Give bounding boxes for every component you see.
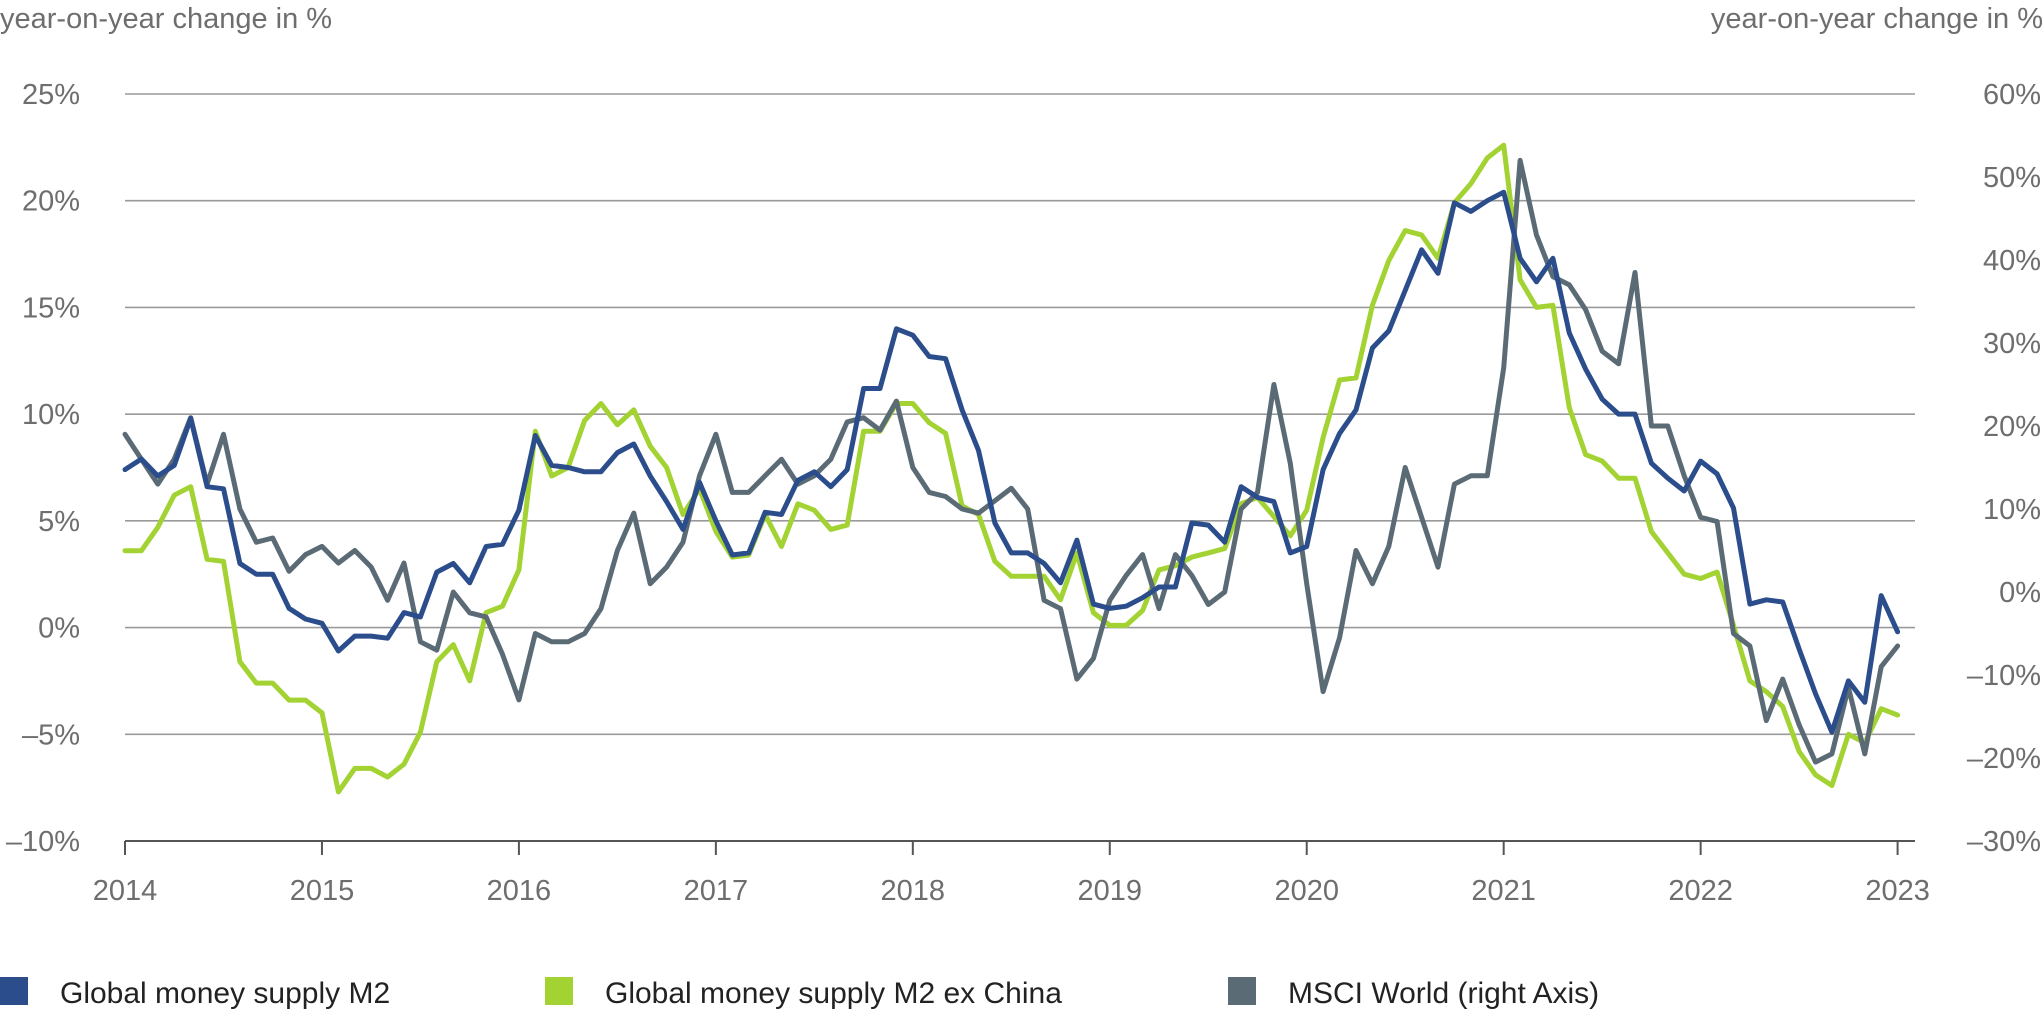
legend-swatch bbox=[1228, 977, 1256, 1005]
y-left-tick-label: –5% bbox=[22, 719, 80, 751]
series-line bbox=[122, 189, 1901, 735]
series-lines bbox=[122, 142, 1901, 795]
x-tick-label: 2021 bbox=[1471, 875, 1536, 907]
y-right-tick-label: –30% bbox=[1967, 826, 2041, 858]
x-tick-label: 2017 bbox=[684, 875, 749, 907]
y-right-tick-label: 50% bbox=[1983, 162, 2041, 194]
legend: Global money supply M2 Global money suppl… bbox=[0, 977, 1599, 1010]
x-tick-label: 2023 bbox=[1865, 875, 1930, 907]
gridlines bbox=[125, 93, 1915, 842]
y-left-tick-label: 5% bbox=[38, 506, 80, 538]
y-right-tick-label: 10% bbox=[1983, 494, 2041, 526]
y-right-axis-title: year-on-year change in % bbox=[1711, 3, 2043, 35]
y-right-tick-labels: 60% 50% 40% 30% 20% 10% 0% –10% –20% –30% bbox=[1967, 79, 2041, 858]
x-tick-label: 2022 bbox=[1668, 875, 1733, 907]
y-right-tick-label: 60% bbox=[1983, 79, 2041, 111]
legend-swatch bbox=[0, 977, 28, 1005]
y-right-tick-label: –20% bbox=[1967, 743, 2041, 775]
x-tick-label: 2019 bbox=[1078, 875, 1143, 907]
y-right-tick-label: 30% bbox=[1983, 328, 2041, 360]
y-right-tick-label: 20% bbox=[1983, 411, 2041, 443]
x-axis: 2014 2015 2016 2017 2018 2019 2020 2021 2022 2023 bbox=[93, 840, 1930, 907]
y-right-tick-label: 0% bbox=[1999, 577, 2041, 609]
x-tick-label: 2016 bbox=[487, 875, 552, 907]
legend-swatch bbox=[545, 977, 573, 1005]
legend-label: MSCI World (right Axis) bbox=[1288, 977, 1599, 1010]
series-line bbox=[122, 157, 1901, 765]
y-left-tick-label: 20% bbox=[22, 186, 80, 218]
y-left-tick-label: 10% bbox=[22, 399, 80, 431]
x-tick-label: 2014 bbox=[93, 875, 158, 907]
legend-label: Global money supply M2 bbox=[60, 977, 390, 1010]
legend-label: Global money supply M2 ex China bbox=[605, 977, 1062, 1010]
y-left-tick-label: –10% bbox=[6, 826, 80, 858]
y-left-tick-labels: 25% 20% 15% 10% 5% 0% –5% –10% bbox=[6, 79, 80, 858]
y-right-tick-label: –10% bbox=[1967, 660, 2041, 692]
x-tick-label: 2018 bbox=[881, 875, 946, 907]
y-right-tick-label: 40% bbox=[1983, 245, 2041, 277]
x-tick-label: 2015 bbox=[290, 875, 355, 907]
y-left-axis-title: year-on-year change in % bbox=[0, 3, 332, 35]
series-line bbox=[122, 142, 1901, 795]
y-left-tick-label: 25% bbox=[22, 79, 80, 111]
y-left-tick-label: 15% bbox=[22, 292, 80, 324]
y-left-tick-label: 0% bbox=[38, 613, 80, 645]
x-tick-label: 2020 bbox=[1274, 875, 1339, 907]
